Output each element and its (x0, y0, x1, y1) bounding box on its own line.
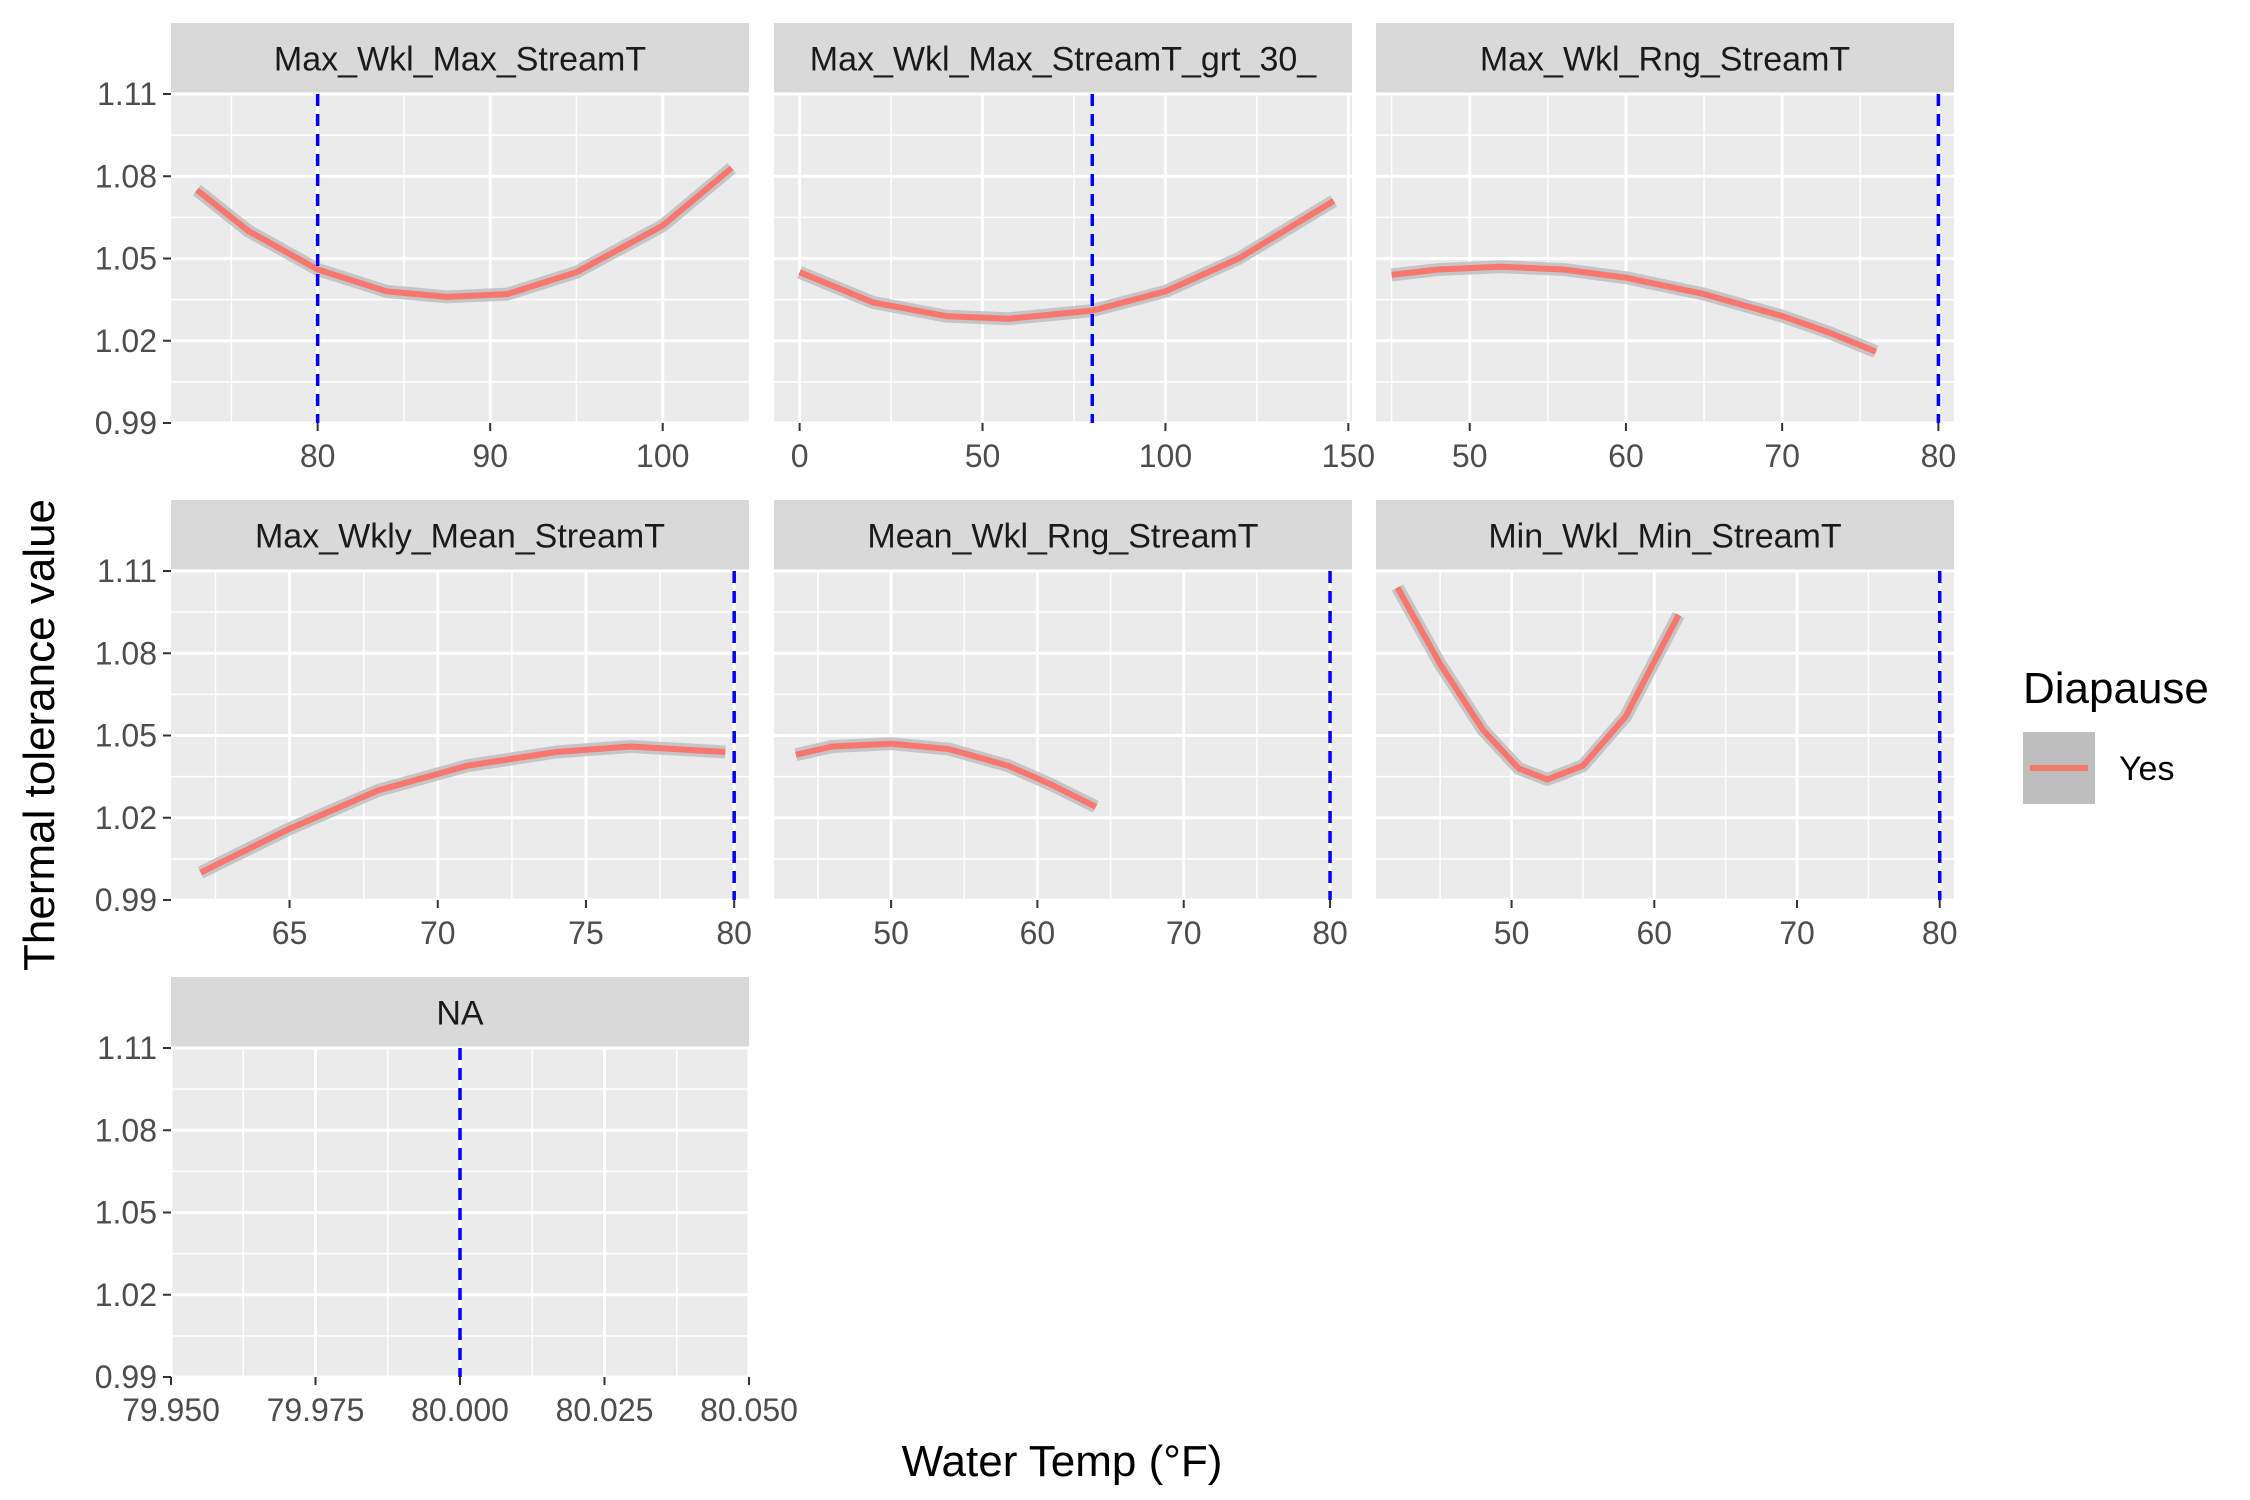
x-tick-label: 100 (1139, 438, 1192, 474)
x-tick-label: 80.050 (700, 1392, 798, 1428)
x-tick-label: 80 (1312, 915, 1348, 951)
panel-4: Mean_Wkl_Rng_StreamT 50 60 70 80 (774, 500, 1352, 951)
y-tick-label: 1.08 (95, 1112, 157, 1148)
panel-6: NA 0.99 1.02 1.05 1.08 1.11 79.950 79.975 80.000… (95, 977, 798, 1428)
x-tick-label: 80 (300, 438, 336, 474)
x-tick-label: 80 (1921, 438, 1957, 474)
fit-line-yes (795, 740, 1098, 810)
x-tick-label: 70 (1764, 438, 1800, 474)
legend: Diapause Yes (2023, 664, 2209, 804)
chart-panels: Max_Wkl_Max_StreamT 0.99 1.02 1.05 1.08 1.11 8… (95, 23, 1958, 1428)
facet-strip (171, 500, 749, 571)
x-tick-label: 90 (472, 438, 508, 474)
y-tick-label: 1.05 (95, 718, 157, 754)
x-tick-label: 50 (873, 915, 909, 951)
y-tick-label: 0.99 (95, 882, 157, 918)
x-tick-label: 79.950 (122, 1392, 220, 1428)
facet-strip (774, 23, 1352, 94)
facet-strip-label: Mean_Wkl_Rng_StreamT (867, 518, 1258, 556)
x-tick-label: 80.025 (556, 1392, 654, 1428)
facet-strip-label: NA (436, 995, 484, 1033)
facet-strip-label: Max_Wkl_Rng_StreamT (1480, 41, 1850, 79)
x-tick-label: 80 (716, 915, 752, 951)
facet-strip (774, 500, 1352, 571)
x-tick-label: 0 (791, 438, 809, 474)
y-tick-label: 1.02 (95, 800, 157, 836)
x-tick-label: 150 (1322, 438, 1375, 474)
x-axis-title: Water Temp (°F) (902, 1437, 1223, 1486)
y-axis-title: Thermal tolerance value (15, 499, 64, 971)
legend-title: Diapause (2023, 664, 2209, 713)
x-tick-label: 50 (965, 438, 1001, 474)
panel-0: Max_Wkl_Max_StreamT 0.99 1.02 1.05 1.08 1.11 8… (95, 23, 749, 474)
y-tick-label: 1.11 (97, 1030, 157, 1066)
facet-strip-label: Min_Wkl_Min_StreamT (1488, 518, 1841, 556)
y-tick-label: 1.05 (95, 241, 157, 277)
facet-strip-label: Max_Wkl_Max_StreamT_grt_30_ (810, 41, 1318, 79)
facet-strip (1376, 23, 1954, 94)
facet-strip (171, 23, 749, 94)
x-tick-label: 100 (636, 438, 689, 474)
y-tick-label: 1.08 (95, 158, 157, 194)
x-tick-label: 70 (1779, 915, 1815, 951)
x-tick-label: 50 (1494, 915, 1530, 951)
facet-strip (171, 977, 749, 1048)
facet-strip-label: Max_Wkly_Mean_StreamT (255, 518, 665, 556)
x-tick-label: 79.975 (267, 1392, 365, 1428)
fit-line-yes (1394, 586, 1682, 783)
x-tick-label: 80 (1922, 915, 1958, 951)
fit-line-yes (798, 198, 1336, 322)
x-tick-label: 60 (1608, 438, 1644, 474)
fit-line-yes (195, 165, 734, 300)
x-tick-label: 80.000 (411, 1392, 509, 1428)
y-tick-label: 0.99 (95, 1359, 157, 1395)
y-tick-label: 1.05 (95, 1195, 157, 1231)
x-tick-label: 75 (568, 915, 604, 951)
panel-2: Max_Wkl_Rng_StreamT 50 60 70 80 (1376, 23, 1956, 474)
panel-5: Min_Wkl_Min_StreamT 50 60 70 80 (1376, 500, 1958, 951)
legend-label-yes: Yes (2119, 750, 2174, 788)
y-tick-label: 1.08 (95, 635, 157, 671)
x-tick-label: 60 (1636, 915, 1672, 951)
x-tick-label: 70 (1166, 915, 1202, 951)
y-tick-label: 1.02 (95, 323, 157, 359)
facet-strip-label: Max_Wkl_Max_StreamT (274, 41, 646, 79)
x-tick-label: 60 (1020, 915, 1056, 951)
y-tick-label: 0.99 (95, 405, 157, 441)
y-tick-label: 1.02 (95, 1277, 157, 1313)
panel-3: Max_Wkly_Mean_StreamT 0.99 1.02 1.05 1.08 1.1… (95, 500, 752, 951)
y-tick-label: 1.11 (97, 553, 157, 589)
facet-strip (1376, 500, 1954, 571)
fit-line-yes (199, 743, 726, 876)
x-tick-label: 70 (420, 915, 456, 951)
x-tick-label: 50 (1452, 438, 1488, 474)
y-tick-label: 1.11 (97, 76, 157, 112)
fit-line-yes (1391, 263, 1878, 355)
panel-1: Max_Wkl_Max_StreamT_grt_30_ 0 50 100 150 (774, 23, 1375, 474)
x-tick-label: 65 (272, 915, 308, 951)
